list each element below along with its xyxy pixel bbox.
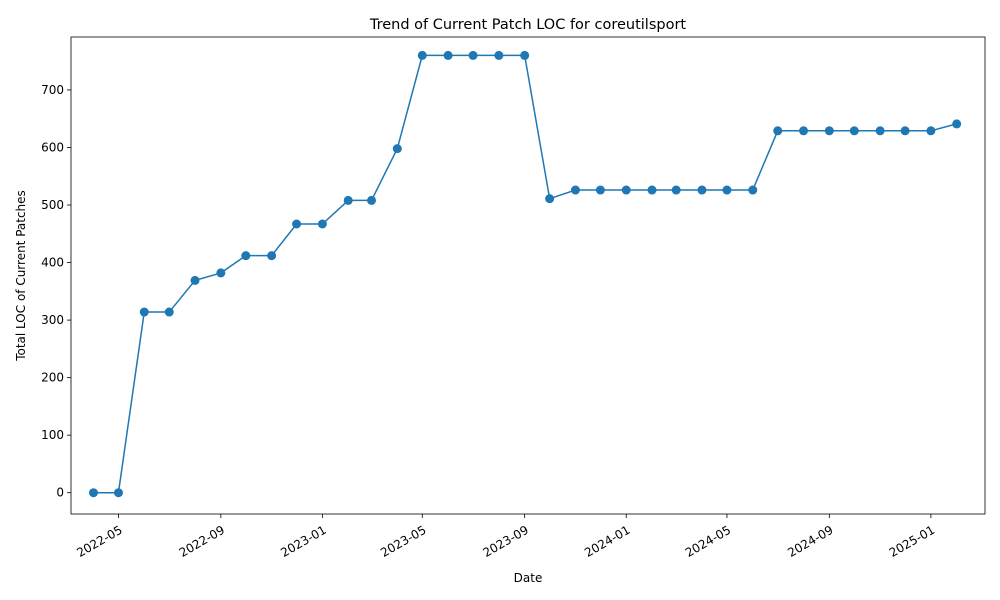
y-axis: 0 100 200 300 400 500 600 700 [41,83,71,500]
data-point [190,275,200,285]
plot-area [70,36,986,515]
y-axis-title: Total LOC of Current Patches [14,190,28,362]
data-point [545,194,555,204]
data-point [164,307,174,317]
y-tick-label: 0 [56,486,64,500]
x-axis-title: Date [514,571,543,585]
data-point [494,50,504,60]
data-point [139,307,149,317]
data-point [343,195,353,205]
x-tick-label: 2023-05 [378,523,428,560]
data-point [468,50,478,60]
data-point [570,185,580,195]
data-point [520,50,530,60]
data-point [748,185,758,195]
series-markers [88,50,962,498]
data-point [392,144,402,154]
x-tick-label: 2025-01 [887,523,937,560]
x-tick-label: 2024-05 [683,523,733,560]
data-point [697,185,707,195]
x-tick-label: 2022-05 [74,523,124,560]
data-point [900,126,910,136]
y-tick-label: 400 [41,256,64,270]
data-point [926,126,936,136]
y-tick-label: 500 [41,198,64,212]
data-point [241,251,251,261]
x-tick-label: 2024-09 [785,523,835,560]
data-point [952,119,962,129]
y-tick-label: 700 [41,83,64,97]
data-point [773,126,783,136]
x-tick-label: 2022-09 [177,523,227,560]
data-point [267,251,277,261]
x-tick-label: 2023-09 [481,523,531,560]
data-point [417,50,427,60]
data-point [443,50,453,60]
data-point [722,185,732,195]
data-point [875,126,885,136]
x-tick-label: 2023-01 [278,523,328,560]
data-point [799,126,809,136]
data-point [113,488,123,498]
data-point [849,126,859,136]
chart-title: Trend of Current Patch LOC for coreutils… [369,17,687,33]
data-point [292,219,302,229]
x-tick-label: 2024-01 [582,523,632,560]
y-tick-label: 200 [41,371,64,385]
data-point [824,126,834,136]
y-tick-label: 300 [41,313,64,327]
y-tick-label: 600 [41,140,64,154]
data-point [88,488,98,498]
data-point [216,268,226,278]
data-point [595,185,605,195]
data-point [317,219,327,229]
data-point [367,195,377,205]
data-point [671,185,681,195]
x-axis: 2022-05 2022-09 2023-01 2023-05 2023-09 2024-… [74,514,937,560]
data-point [647,185,657,195]
y-tick-label: 100 [41,428,64,442]
data-point [621,185,631,195]
